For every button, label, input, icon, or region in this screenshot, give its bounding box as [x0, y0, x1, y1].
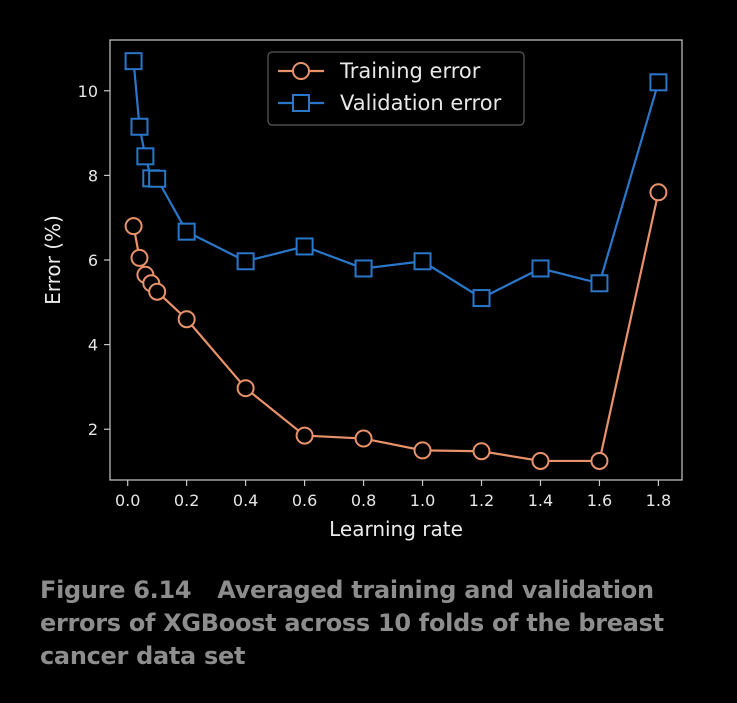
y-tick-label: 8 — [88, 166, 98, 185]
x-tick-label: 1.0 — [410, 491, 435, 510]
validation-point — [531, 259, 550, 278]
y-axis-ticks: 2 4 6 8 10 — [78, 82, 110, 439]
validation-point — [472, 289, 491, 308]
validation-point — [148, 169, 167, 188]
validation-point — [413, 252, 432, 271]
y-tick-label: 10 — [78, 82, 98, 101]
training-point — [148, 282, 167, 301]
series-layer — [124, 52, 668, 470]
legend-validation-marker — [292, 94, 310, 112]
training-point — [590, 451, 609, 470]
validation-point — [649, 73, 668, 92]
training-point — [236, 379, 255, 398]
training-point — [413, 441, 432, 460]
validation-point — [130, 117, 149, 136]
x-tick-label: 1.6 — [587, 491, 612, 510]
training-point — [124, 217, 143, 236]
training-point — [177, 310, 196, 329]
validation-point — [354, 259, 373, 278]
legend-training-label: Training error — [339, 59, 481, 83]
training-point — [649, 183, 668, 202]
legend: Training error Validation error — [267, 51, 525, 126]
x-tick-label: 0.8 — [351, 491, 376, 510]
x-tick-label: 0.0 — [115, 491, 140, 510]
caption-text: Averaged training and validation errors … — [40, 576, 664, 670]
validation-point — [590, 274, 609, 293]
legend-validation-label: Validation error — [340, 91, 502, 115]
figure-number: Figure 6.14 — [40, 576, 192, 604]
x-axis-ticks: 0.0 0.2 0.4 0.6 0.8 1.0 1.2 1.4 1.6 1.8 — [115, 480, 671, 510]
validation-point — [177, 222, 196, 241]
x-tick-label: 1.2 — [469, 491, 494, 510]
training-point — [531, 451, 550, 470]
x-tick-label: 1.8 — [646, 491, 671, 510]
series-validation — [124, 52, 668, 308]
y-tick-label: 6 — [88, 251, 98, 270]
validation-point — [295, 237, 314, 256]
validation-point — [136, 147, 155, 166]
x-tick-label: 0.6 — [292, 491, 317, 510]
training-point — [130, 248, 149, 267]
validation-point — [236, 252, 255, 271]
x-axis-label: Learning rate — [329, 517, 463, 541]
x-tick-label: 0.2 — [174, 491, 199, 510]
legend-training-marker — [292, 62, 310, 80]
training-point — [472, 442, 491, 461]
legend-box — [267, 51, 525, 126]
series-training — [124, 183, 668, 470]
figure-caption: Figure 6.14 Averaged training and validat… — [40, 574, 720, 673]
training-point — [295, 426, 314, 445]
y-tick-label: 2 — [88, 420, 98, 439]
training-line — [132, 192, 660, 463]
chart: 0.0 0.2 0.4 0.6 0.8 1.0 1.2 1.4 1.6 1.8 2 4 6 8 10 Le… — [41, 39, 683, 541]
x-tick-label: 1.4 — [528, 491, 553, 510]
y-axis-label: Error (%) — [41, 215, 65, 305]
validation-point — [124, 52, 143, 71]
training-point — [354, 429, 373, 448]
x-tick-label: 0.4 — [233, 491, 258, 510]
y-tick-label: 4 — [88, 336, 98, 355]
